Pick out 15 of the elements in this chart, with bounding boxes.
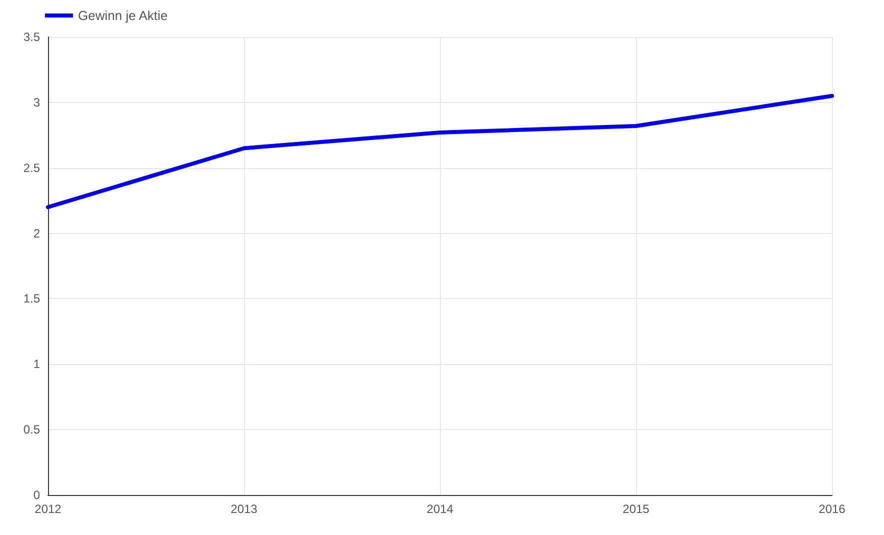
x-tick-label: 2015 xyxy=(622,502,650,516)
y-tick-label: 2 xyxy=(33,226,40,240)
y-tick-label: 3 xyxy=(33,95,40,110)
x-tick-label: 2016 xyxy=(818,502,846,516)
line-series xyxy=(46,94,834,210)
y-tick-label: 1.5 xyxy=(23,292,40,306)
y-tick-label: 1 xyxy=(33,357,40,372)
x-tick-label: 2013 xyxy=(230,502,258,516)
y-tick-label: 0.5 xyxy=(23,422,40,437)
y-tick-label: 0 xyxy=(33,488,40,502)
y-tick-label: 2.5 xyxy=(23,160,40,175)
legend-label: Gewinn je Aktie xyxy=(78,8,168,23)
y-tick-label: 3.5 xyxy=(23,30,40,44)
x-tick-label: 2012 xyxy=(34,502,62,516)
x-tick-label: 2014 xyxy=(426,502,454,516)
